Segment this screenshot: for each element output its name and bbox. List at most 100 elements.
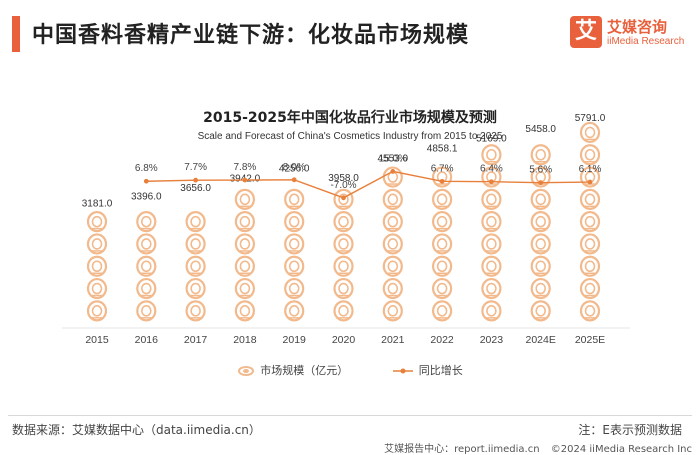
bar-2023-ring-1 xyxy=(481,277,502,300)
bar-2021-inner-2 xyxy=(387,260,399,273)
bar-2022[interactable] xyxy=(432,166,453,322)
bar-2022-ring-5 xyxy=(432,188,453,210)
bar-2023-inner-7 xyxy=(486,148,497,161)
legend-item-growth[interactable]: 同比增长 xyxy=(392,362,463,378)
bar-2020-inner-2 xyxy=(338,260,349,273)
growth-label-2018: 7.8% xyxy=(234,162,257,173)
bar-2024E-inner-5 xyxy=(535,193,547,206)
bar-2025E[interactable] xyxy=(579,121,601,322)
bar-2020-ring-4 xyxy=(333,211,354,233)
bar-2016-inner-3 xyxy=(141,238,152,250)
data-source: 数据来源：艾媒数据中心（data.iimedia.cn） xyxy=(12,423,261,437)
chart-legend: 市场规模（亿元） 同比增长 xyxy=(0,362,700,378)
bar-2015-inner-2 xyxy=(91,260,103,273)
bar-2022-inner-5 xyxy=(436,193,448,206)
bar-2015-ring-2 xyxy=(86,255,108,277)
bar-2021-ring-5 xyxy=(382,188,403,210)
bar-2016-ring-3 xyxy=(136,233,157,255)
legend-bar-icon xyxy=(238,366,255,376)
report-center-link[interactable]: 艾媒报告中心：report.iimedia.cn xyxy=(384,444,540,455)
logo-text-en: iiMedia Research xyxy=(607,36,685,47)
growth-label-2024E: 5.6% xyxy=(529,165,552,176)
bar-2025E-inner-1 xyxy=(584,282,596,295)
bar-2019[interactable] xyxy=(284,188,305,322)
bar-2015-inner-4 xyxy=(91,215,103,228)
bar-2016-inner-2 xyxy=(141,260,152,273)
bar-2019-inner-3 xyxy=(288,238,300,250)
bar-2020-inner-1 xyxy=(338,282,349,295)
bar-2020-ring-3 xyxy=(333,233,354,255)
bar-2018-inner-1 xyxy=(239,282,251,295)
bar-2024E-ring-3 xyxy=(530,233,551,255)
growth-label-2019: 8.0% xyxy=(283,162,306,173)
bar-2018-ring-4 xyxy=(234,211,255,233)
bar-2017-ring-4 xyxy=(185,211,206,233)
bar-2022-ring-4 xyxy=(432,211,453,233)
bar-2020-inner-3 xyxy=(338,238,349,250)
growth-label-2025E: 6.1% xyxy=(579,164,602,175)
bar-2025E-ring-7 xyxy=(579,144,601,166)
bar-value-label-2019: 4256.0 xyxy=(279,163,310,174)
bar-2018-ring-0 xyxy=(234,300,255,322)
bar-2021-inner-0 xyxy=(387,305,399,317)
bar-2021-inner-3 xyxy=(387,238,399,250)
bar-2024E-ring-4 xyxy=(530,211,551,233)
bar-2020-inner-4 xyxy=(338,215,349,228)
bar-2024E-inner-0 xyxy=(535,305,547,317)
bar-2018[interactable] xyxy=(234,188,255,322)
bar-2025E-ring-5 xyxy=(579,188,601,210)
bar-2017-ring-2 xyxy=(185,255,206,277)
growth-point-2021 xyxy=(390,169,396,174)
bar-value-label-2016: 3396.0 xyxy=(131,191,162,202)
bar-2023-inner-4 xyxy=(486,215,497,228)
bar-2021-inner-5 xyxy=(387,193,399,206)
bar-2023-inner-3 xyxy=(486,238,497,250)
bar-2023-ring-7 xyxy=(481,144,502,166)
bar-2025E-inner-8 xyxy=(584,126,596,139)
logo-text-cn: 艾媒咨询 xyxy=(607,18,668,36)
bar-2023[interactable] xyxy=(481,144,502,322)
bar-2022-inner-0 xyxy=(436,305,448,317)
growth-series-line xyxy=(146,170,591,199)
bar-2016[interactable] xyxy=(136,211,157,322)
bar-2022-ring-2 xyxy=(432,255,453,277)
iimedia-logo[interactable]: 艾 艾媒咨询 iiMedia Research xyxy=(570,14,690,56)
chart-subtitle: Scale and Forecast of China's Cosmetics … xyxy=(197,131,503,142)
growth-label-2017: 7.7% xyxy=(184,162,207,173)
bar-2021[interactable] xyxy=(382,166,403,322)
bar-value-label-2025E: 5791.0 xyxy=(575,113,606,124)
bar-2023-inner-2 xyxy=(486,260,497,273)
page-title: 中国香料香精产业链下游：化妆品市场规模 xyxy=(32,23,470,48)
bar-2020[interactable] xyxy=(333,188,354,322)
bar-2016-inner-1 xyxy=(141,282,152,295)
bar-2020-ring-5 xyxy=(333,188,354,210)
bar-2024E-inner-4 xyxy=(535,215,547,228)
bar-2021-ring-3 xyxy=(382,233,403,255)
bar-2023-inner-0 xyxy=(486,305,497,317)
footer-divider xyxy=(8,415,692,416)
bar-2025E-inner-7 xyxy=(584,148,596,161)
bar-2025E-ring-8 xyxy=(579,121,601,144)
bar-2022-ring-0 xyxy=(432,300,453,322)
bar-2015-inner-0 xyxy=(91,305,103,317)
bar-2023-inner-1 xyxy=(486,282,497,295)
bar-2018-ring-3 xyxy=(234,233,255,255)
copyright: ©2024 iiMedia Research Inc xyxy=(550,444,692,455)
bar-2017[interactable] xyxy=(185,211,206,322)
bar-2020-ring-2 xyxy=(333,255,354,277)
x-tick-label-2023: 2023 xyxy=(480,334,504,346)
bar-2021-ring-0 xyxy=(382,300,403,322)
growth-point-2016 xyxy=(143,178,149,184)
bar-2023-ring-6 xyxy=(481,166,502,188)
bar-value-label-2022: 4858.1 xyxy=(427,144,458,155)
legend-item-market-size[interactable]: 市场规模（亿元） xyxy=(237,362,348,378)
growth-point-2020 xyxy=(341,195,346,201)
bar-2017-ring-1 xyxy=(185,277,206,300)
bar-2025E-inner-4 xyxy=(584,215,596,228)
bar-2024E[interactable] xyxy=(530,144,551,322)
bar-2019-ring-2 xyxy=(284,255,305,277)
bar-2015[interactable] xyxy=(86,211,108,322)
bar-2019-ring-0 xyxy=(284,300,305,322)
legend-label-market-size: 市场规模（亿元） xyxy=(260,364,349,377)
x-tick-label-2021: 2021 xyxy=(381,334,405,346)
